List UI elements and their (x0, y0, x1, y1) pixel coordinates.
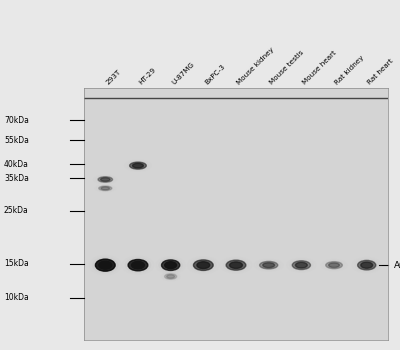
Text: Mouse kidney: Mouse kidney (236, 46, 276, 86)
Ellipse shape (165, 262, 176, 268)
Ellipse shape (197, 262, 210, 268)
Ellipse shape (156, 257, 185, 274)
Text: 15kDa: 15kDa (4, 259, 29, 268)
Text: 70kDa: 70kDa (4, 116, 29, 125)
Text: 40kDa: 40kDa (4, 160, 29, 169)
Text: 10kDa: 10kDa (4, 293, 29, 302)
Text: Mouse testis: Mouse testis (269, 49, 305, 86)
Ellipse shape (132, 261, 144, 269)
Ellipse shape (260, 261, 278, 269)
Ellipse shape (361, 262, 373, 268)
Ellipse shape (358, 260, 376, 270)
Text: 35kDa: 35kDa (4, 174, 29, 183)
Ellipse shape (132, 163, 143, 168)
Ellipse shape (257, 260, 280, 270)
Text: 25kDa: 25kDa (4, 206, 29, 216)
Ellipse shape (223, 259, 249, 272)
Ellipse shape (130, 162, 146, 169)
Ellipse shape (96, 176, 115, 183)
Text: AGTRAP: AGTRAP (394, 261, 400, 270)
Ellipse shape (99, 261, 112, 269)
Ellipse shape (159, 258, 182, 272)
Ellipse shape (167, 275, 174, 278)
Text: HT-29: HT-29 (138, 66, 157, 86)
Ellipse shape (100, 178, 110, 181)
Ellipse shape (263, 263, 275, 268)
Ellipse shape (162, 260, 180, 271)
Text: BxPC-3: BxPC-3 (203, 63, 226, 86)
Ellipse shape (355, 259, 378, 271)
Ellipse shape (326, 262, 342, 269)
Ellipse shape (290, 259, 313, 271)
Ellipse shape (194, 260, 213, 271)
Ellipse shape (98, 177, 112, 182)
Ellipse shape (101, 187, 110, 190)
Ellipse shape (164, 274, 177, 279)
Ellipse shape (99, 186, 112, 190)
Ellipse shape (292, 261, 310, 270)
Ellipse shape (122, 256, 154, 274)
Text: 293T: 293T (105, 69, 122, 86)
Text: Rat heart: Rat heart (367, 58, 395, 86)
Text: U-87MG: U-87MG (171, 61, 195, 86)
Ellipse shape (296, 262, 307, 268)
Ellipse shape (125, 258, 151, 273)
Ellipse shape (90, 256, 121, 275)
Ellipse shape (128, 259, 148, 271)
Ellipse shape (92, 257, 118, 273)
Ellipse shape (226, 260, 246, 270)
Ellipse shape (127, 161, 149, 170)
Text: Rat kidney: Rat kidney (334, 54, 366, 86)
Ellipse shape (96, 259, 115, 271)
Ellipse shape (190, 258, 216, 272)
Ellipse shape (329, 263, 340, 267)
Ellipse shape (188, 257, 219, 274)
Text: 55kDa: 55kDa (4, 136, 29, 145)
Text: Mouse heart: Mouse heart (301, 50, 338, 86)
Ellipse shape (230, 262, 242, 268)
